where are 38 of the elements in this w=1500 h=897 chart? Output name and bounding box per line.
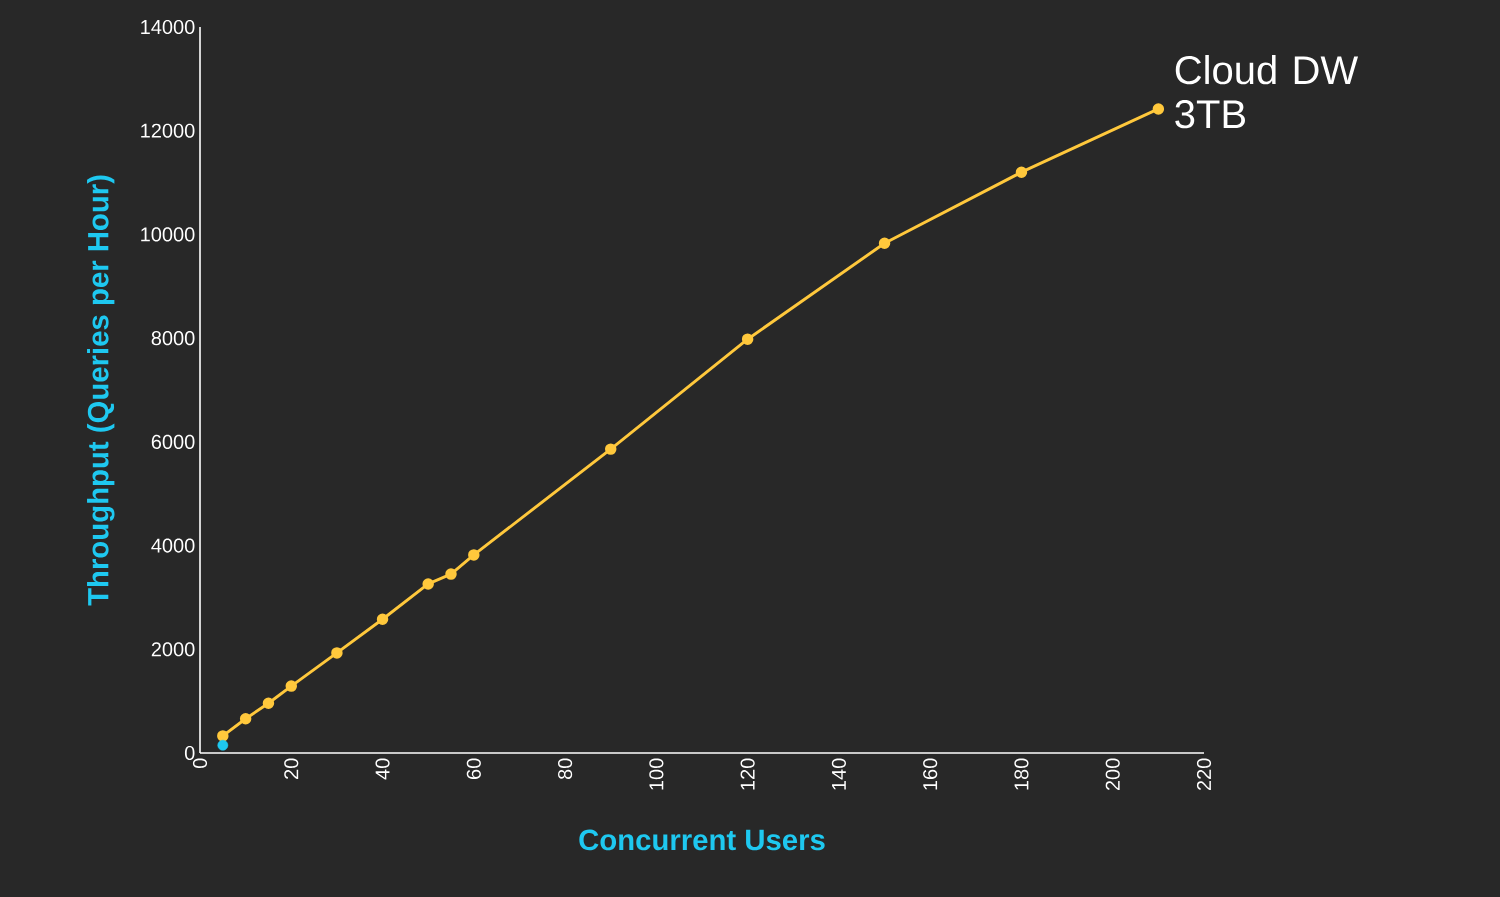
point bbox=[239, 713, 252, 725]
series-label: Cloud DW 3TB bbox=[1175, 54, 1359, 129]
point bbox=[285, 680, 298, 692]
point bbox=[604, 443, 617, 455]
y-axis-title: Throughput (Queries per Hour) bbox=[87, 175, 115, 606]
y-tick-label: 8000 bbox=[151, 331, 195, 346]
x-tick-label: 200 bbox=[1105, 758, 1120, 791]
x-tick-label: 160 bbox=[923, 758, 938, 790]
point bbox=[376, 613, 389, 625]
y-tick-label: 10000 bbox=[141, 227, 195, 242]
x-tick-label: 120 bbox=[740, 758, 755, 790]
x-tick-label: 0 bbox=[192, 758, 208, 769]
point bbox=[262, 697, 275, 709]
point bbox=[331, 647, 343, 659]
point bbox=[468, 549, 480, 561]
x-tick-label: 40 bbox=[375, 758, 390, 780]
point bbox=[422, 578, 434, 590]
y-tick-label: 12000 bbox=[141, 123, 195, 138]
point bbox=[1152, 103, 1165, 115]
x-tick-label: 20 bbox=[284, 758, 299, 779]
x-tick-label: 80 bbox=[558, 758, 573, 780]
y-tick-label: 14000 bbox=[141, 19, 195, 35]
point bbox=[741, 333, 754, 345]
x-tick-label: 180 bbox=[1014, 758, 1029, 790]
point bbox=[878, 237, 891, 249]
y-tick-label: 4000 bbox=[151, 538, 195, 553]
y-tick-label: 6000 bbox=[151, 434, 195, 449]
point bbox=[217, 739, 229, 751]
x-tick-label: 100 bbox=[649, 758, 664, 790]
x-tick-label: 60 bbox=[466, 758, 481, 779]
x-tick-label: 140 bbox=[831, 758, 846, 790]
y-tick-label: 0 bbox=[184, 745, 195, 761]
y-tick-label: 2000 bbox=[151, 642, 195, 657]
x-axis-title: Concurrent Users bbox=[579, 829, 825, 851]
x-tick-label: 220 bbox=[1196, 758, 1212, 791]
point bbox=[217, 730, 229, 742]
point bbox=[1015, 166, 1028, 178]
point bbox=[445, 568, 457, 580]
